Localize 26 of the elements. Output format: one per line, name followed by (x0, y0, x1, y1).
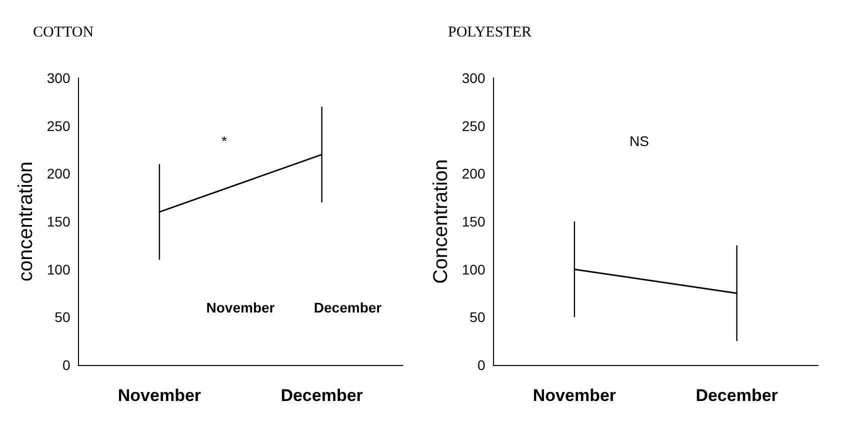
chart-title: POLYESTER (448, 24, 532, 40)
x-tick-label: December (280, 386, 364, 405)
y-tick-label: 100 (462, 261, 486, 278)
annotation: * (222, 133, 228, 150)
x-tick-label: December (696, 386, 778, 405)
y-tick-label: 300 (46, 70, 70, 86)
chart-title: COTTON (33, 24, 94, 40)
y-tick-label: 50 (54, 309, 70, 326)
y-axis-title: concentration (15, 161, 37, 282)
y-tick-label: 0 (62, 357, 70, 373)
annotation: December (314, 300, 382, 316)
y-tick-label: 250 (462, 118, 486, 134)
y-tick-label: 250 (46, 118, 70, 134)
annotation: November (206, 300, 276, 316)
y-tick-label: 50 (470, 309, 486, 326)
x-tick-label: November (532, 386, 616, 405)
y-tick-label: 200 (46, 166, 70, 182)
y-tick-label: 150 (462, 214, 486, 230)
y-tick-label: 0 (477, 357, 486, 373)
annotation: NS (630, 133, 649, 150)
y-tick-label: 300 (462, 70, 486, 86)
y-axis-title: Concentration (430, 159, 452, 284)
x-tick-label: November (118, 386, 202, 405)
y-tick-label: 150 (46, 214, 70, 230)
y-tick-label: 200 (462, 166, 486, 182)
y-tick-label: 100 (46, 261, 70, 278)
